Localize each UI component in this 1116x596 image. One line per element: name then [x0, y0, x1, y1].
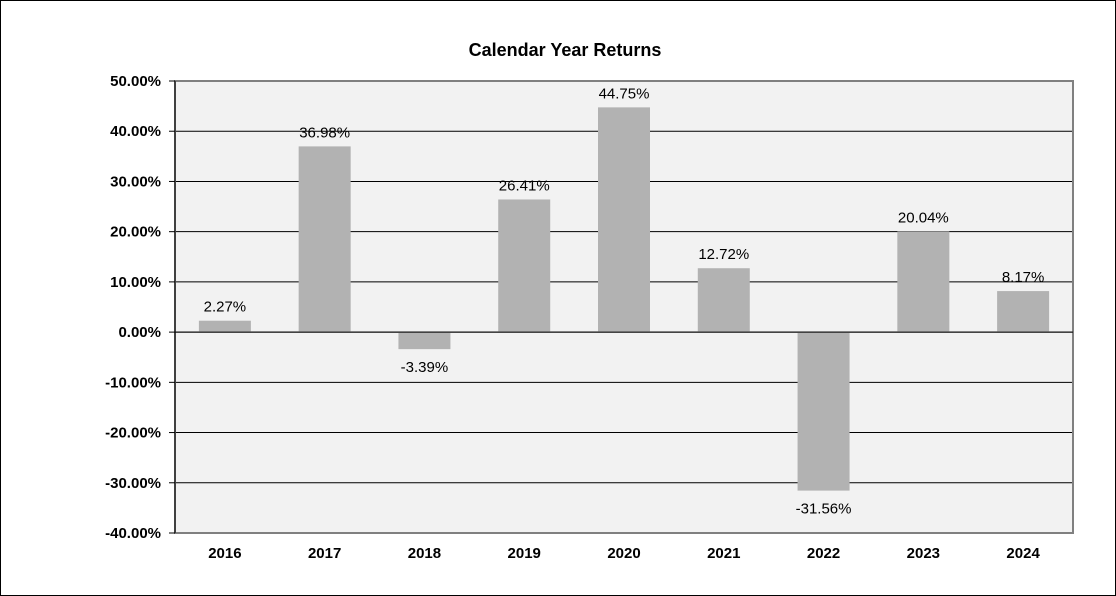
bar [997, 291, 1050, 333]
data-label: 12.72% [698, 246, 749, 263]
y-tick-label: 50.00% [110, 73, 161, 90]
data-label: 44.75% [599, 85, 650, 102]
x-tick-label: 2021 [707, 545, 740, 562]
x-tick-label: 2017 [308, 545, 341, 562]
y-tick-label: -40.00% [105, 525, 161, 542]
x-tick-label: 2016 [208, 545, 241, 562]
y-tick-label: -10.00% [105, 374, 161, 391]
bar [198, 320, 251, 333]
x-tick-label: 2020 [607, 545, 640, 562]
data-label: -3.39% [401, 359, 449, 376]
x-tick-label: 2024 [1006, 545, 1040, 562]
bar [897, 231, 950, 333]
bar [298, 146, 351, 333]
bar [697, 268, 750, 333]
y-tick-label: -30.00% [105, 475, 161, 492]
x-tick-label: 2023 [907, 545, 940, 562]
chart-title: Calendar Year Returns [468, 40, 662, 60]
y-tick-label: -20.00% [105, 425, 161, 442]
data-label: 26.41% [499, 177, 550, 194]
bar [398, 332, 451, 350]
bar [498, 199, 551, 333]
bar [598, 107, 650, 333]
x-tick-label: 2022 [807, 545, 840, 562]
data-label: 20.04% [898, 209, 949, 226]
y-tick-label: 20.00% [110, 224, 161, 241]
data-label: 36.98% [299, 124, 350, 141]
y-tick-label: 10.00% [110, 274, 161, 291]
x-tick-label: 2018 [408, 545, 441, 562]
y-tick-label: 0.00% [118, 324, 161, 341]
data-label: -31.56% [796, 501, 852, 518]
x-tick-label: 2019 [508, 545, 541, 562]
y-tick-label: 40.00% [110, 123, 161, 140]
data-label: 8.17% [1002, 269, 1045, 286]
bar [797, 332, 850, 491]
data-label: 2.27% [204, 299, 247, 316]
y-tick-label: 30.00% [110, 173, 161, 190]
